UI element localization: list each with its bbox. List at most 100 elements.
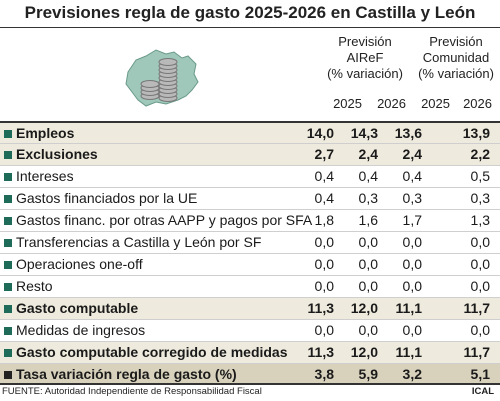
cell-value: 0,0 — [402, 278, 422, 294]
cell-value: 0,4 — [402, 168, 422, 184]
square-bullet-icon — [4, 327, 12, 335]
column-header-line: (% variación) — [418, 66, 494, 81]
year-header: 2026 — [377, 96, 406, 111]
column-header-line: Previsión — [338, 34, 392, 49]
column-header-line: (% variación) — [327, 66, 403, 81]
table-row-total: Tasa variación regla de gasto (%) 3,8 5,… — [0, 363, 500, 385]
cell-value: 0,4 — [314, 190, 334, 206]
cell-value: 0,0 — [314, 256, 334, 272]
row-label: Gasto computable — [16, 300, 139, 316]
column-header-line: Previsión — [429, 34, 483, 49]
square-bullet-icon — [4, 261, 12, 269]
row-label: Intereses — [16, 168, 74, 184]
cell-value: 1,3 — [470, 212, 490, 228]
table-row: Exclusiones 2,7 2,4 2,4 2,2 — [0, 143, 500, 165]
table-row: Gasto computable 11,3 12,0 11,1 11,7 — [0, 297, 500, 319]
column-header-airef: Previsión AIReF (% variación) — [322, 34, 408, 82]
column-header-line: Comunidad — [422, 50, 490, 65]
row-label: Medidas de ingresos — [16, 322, 146, 338]
table-row: Transferencias a Castilla y León por SF … — [0, 231, 500, 253]
square-bullet-icon — [4, 217, 12, 225]
row-label: Gastos financiados por la UE — [16, 190, 198, 206]
cell-value: 0,0 — [402, 234, 422, 250]
cell-value: 2,7 — [314, 146, 334, 162]
cell-value: 0,3 — [402, 190, 422, 206]
row-label: Tasa variación regla de gasto (%) — [16, 366, 237, 382]
table-row: Operaciones one-off 0,0 0,0 0,0 0,0 — [0, 253, 500, 275]
map-coins-icon — [122, 46, 202, 112]
cell-value: 2,2 — [470, 146, 490, 162]
cell-value: 12,0 — [350, 300, 378, 316]
cell-value: 0,0 — [470, 322, 490, 338]
table-row: Medidas de ingresos 0,0 0,0 0,0 0,0 — [0, 319, 500, 341]
cell-value: 12,0 — [350, 344, 378, 360]
square-bullet-icon — [4, 371, 12, 379]
year-header: 2025 — [421, 96, 450, 111]
row-label: Gasto computable corregido de medidas — [16, 344, 288, 360]
square-bullet-icon — [4, 195, 12, 203]
cell-value: 14,3 — [350, 125, 378, 141]
cell-value: 14,0 — [306, 125, 334, 141]
cell-value: 2,4 — [358, 146, 378, 162]
cell-value: 0,0 — [358, 322, 378, 338]
cell-value: 0,0 — [470, 278, 490, 294]
square-bullet-icon — [4, 173, 12, 181]
year-header: 2025 — [333, 96, 362, 111]
year-header: 2026 — [463, 96, 492, 111]
cell-value: 0,0 — [470, 234, 490, 250]
cell-value: 0,0 — [358, 278, 378, 294]
cell-value: 1,6 — [358, 212, 378, 228]
square-bullet-icon — [4, 151, 12, 159]
column-header-line: AIReF — [346, 50, 384, 65]
cell-value: 3,8 — [314, 366, 334, 382]
source-footer: FUENTE: Autoridad Independiente de Respo… — [2, 386, 262, 397]
row-label: Operaciones one-off — [16, 256, 143, 272]
cell-value: 11,1 — [395, 300, 422, 316]
cell-value: 11,7 — [463, 344, 490, 360]
cell-value: 0,0 — [402, 256, 422, 272]
square-bullet-icon — [4, 349, 12, 357]
page-title: Previsiones regla de gasto 2025-2026 en … — [24, 3, 476, 22]
table-row: Resto 0,0 0,0 0,0 0,0 — [0, 275, 500, 297]
square-bullet-icon — [4, 130, 12, 138]
cell-value: 0,0 — [314, 234, 334, 250]
table-row: Gasto computable corregido de medidas 11… — [0, 341, 500, 363]
cell-value: 0,0 — [470, 256, 490, 272]
row-label: Empleos — [16, 125, 75, 141]
cell-value: 0,5 — [470, 168, 490, 184]
table-row: Empleos 14,0 14,3 13,6 13,9 — [0, 121, 500, 143]
data-table: Empleos 14,0 14,3 13,6 13,9 Exclusiones … — [0, 121, 500, 385]
table-row: Gastos financiados por la UE 0,4 0,3 0,3… — [0, 187, 500, 209]
cell-value: 11,1 — [395, 344, 422, 360]
row-label: Transferencias a Castilla y León por SF — [16, 234, 262, 250]
cell-value: 0,3 — [358, 190, 378, 206]
table-row: Gastos financ. por otras AAPP y pagos po… — [0, 209, 500, 231]
row-label: Resto — [16, 278, 53, 294]
row-label: Gastos financ. por otras AAPP y pagos po… — [16, 212, 313, 228]
column-header-comunidad: Previsión Comunidad (% variación) — [412, 34, 500, 82]
cell-value: 2,4 — [402, 146, 422, 162]
cell-value: 0,0 — [358, 234, 378, 250]
cell-value: 13,9 — [462, 125, 490, 141]
cell-value: 0,4 — [314, 168, 334, 184]
cell-value: 11,3 — [307, 300, 334, 316]
square-bullet-icon — [4, 305, 12, 313]
cell-value: 5,1 — [470, 366, 490, 382]
cell-value: 11,3 — [307, 344, 334, 360]
row-label: Exclusiones — [16, 146, 98, 162]
cell-value: 5,9 — [358, 366, 378, 382]
cell-value: 0,0 — [314, 322, 334, 338]
cell-value: 0,0 — [358, 256, 378, 272]
title-divider — [0, 27, 500, 28]
credit-label: ICAL — [471, 386, 494, 397]
cell-value: 11,7 — [463, 300, 490, 316]
cell-value: 0,0 — [402, 322, 422, 338]
cell-value: 1,7 — [402, 212, 422, 228]
cell-value: 0,3 — [470, 190, 490, 206]
cell-value: 1,8 — [314, 212, 334, 228]
square-bullet-icon — [4, 239, 12, 247]
cell-value: 3,2 — [402, 366, 422, 382]
cell-value: 13,6 — [394, 125, 422, 141]
square-bullet-icon — [4, 283, 12, 291]
